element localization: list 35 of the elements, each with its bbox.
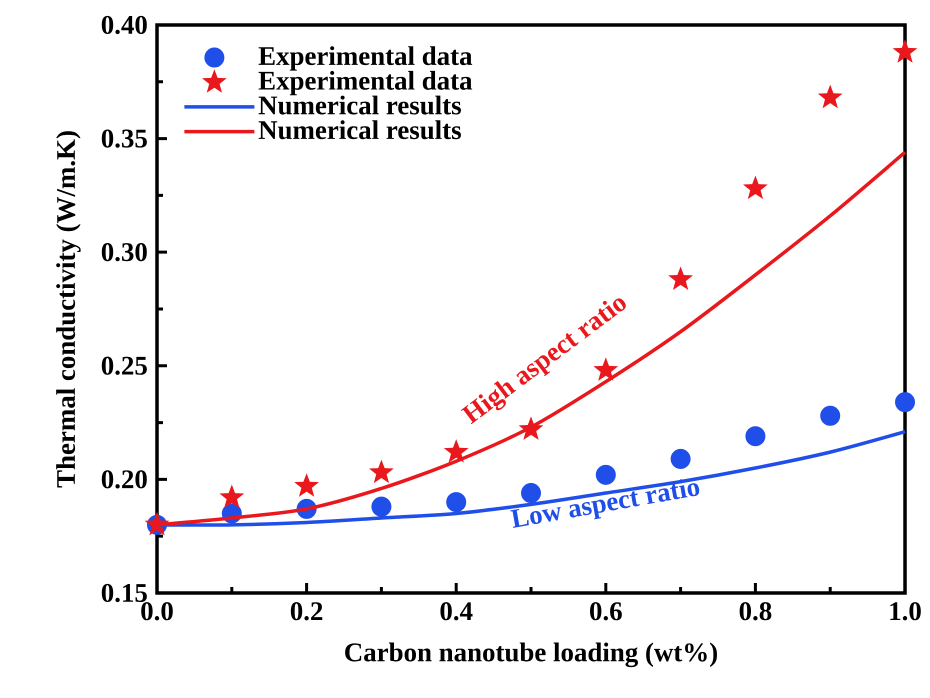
point — [593, 357, 618, 381]
y-tick-label: 0.25 — [102, 356, 147, 375]
x-tick-label: 0.4 — [440, 602, 473, 620]
y-tick-label: 0.30 — [102, 243, 147, 262]
legend-label: Experimental data — [258, 70, 472, 96]
x-tick-label: 0.8 — [740, 602, 772, 620]
point — [219, 484, 244, 508]
y-tick-label: 0.20 — [102, 470, 147, 489]
point — [820, 406, 840, 426]
x-tick-label: 1.0 — [890, 602, 921, 620]
x-axis-title: Carbon nanotube loading (wt%) — [345, 642, 717, 668]
point — [745, 426, 766, 446]
point — [818, 84, 843, 108]
point — [670, 448, 691, 469]
y-tick-label: 0.40 — [102, 16, 147, 34]
point — [743, 176, 768, 200]
point — [521, 483, 542, 504]
point — [369, 460, 394, 484]
x-tick-label: 0.2 — [290, 602, 322, 620]
point — [444, 439, 469, 463]
point — [446, 492, 466, 512]
legend-label: Experimental data — [258, 46, 472, 71]
y-axis-title: Thermal conductivity (W/m.K) — [56, 131, 81, 488]
point — [596, 464, 616, 485]
legend-label: Numerical results — [258, 96, 461, 115]
y-tick-label: 0.15 — [102, 584, 147, 602]
point — [892, 39, 918, 63]
legend-label: Numerical results — [258, 120, 461, 140]
y-tick-label: 0.35 — [102, 129, 147, 148]
annotation: Low aspect ratio — [510, 479, 700, 528]
x-tick-label: 0.0 — [141, 602, 173, 620]
point — [371, 496, 392, 517]
point — [668, 266, 693, 290]
point — [294, 473, 319, 497]
x-tick-label: 0.6 — [590, 602, 622, 620]
